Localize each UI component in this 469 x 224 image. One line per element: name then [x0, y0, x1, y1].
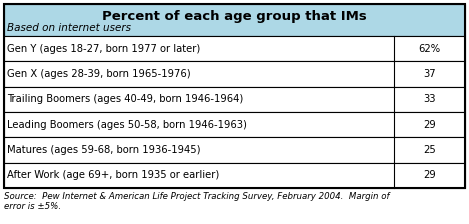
Bar	[4, 163, 465, 188]
Bar	[4, 4, 465, 188]
Text: Trailing Boomers (ages 40-49, born 1946-1964): Trailing Boomers (ages 40-49, born 1946-…	[7, 94, 243, 104]
Text: 33: 33	[423, 94, 436, 104]
Text: 62%: 62%	[418, 44, 440, 54]
Text: Gen Y (ages 18-27, born 1977 or later): Gen Y (ages 18-27, born 1977 or later)	[7, 44, 200, 54]
Text: Matures (ages 59-68, born 1936-1945): Matures (ages 59-68, born 1936-1945)	[7, 145, 201, 155]
Text: Source:  Pew Internet & American Life Project Tracking Survey, February 2004.  M: Source: Pew Internet & American Life Pro…	[4, 192, 389, 211]
Text: Leading Boomers (ages 50-58, born 1946-1963): Leading Boomers (ages 50-58, born 1946-1…	[7, 120, 247, 130]
Bar	[4, 61, 465, 87]
Bar	[4, 36, 465, 61]
Text: Gen X (ages 28-39, born 1965-1976): Gen X (ages 28-39, born 1965-1976)	[7, 69, 190, 79]
Bar	[4, 137, 465, 163]
Text: 29: 29	[423, 170, 436, 180]
Bar	[4, 87, 465, 112]
Text: After Work (age 69+, born 1935 or earlier): After Work (age 69+, born 1935 or earlie…	[7, 170, 219, 180]
Text: 37: 37	[423, 69, 436, 79]
Text: Based on internet users: Based on internet users	[7, 23, 131, 33]
Bar	[4, 4, 465, 36]
Text: 29: 29	[423, 120, 436, 130]
Text: 25: 25	[423, 145, 436, 155]
Bar	[4, 112, 465, 137]
Text: Percent of each age group that IMs: Percent of each age group that IMs	[102, 10, 367, 23]
